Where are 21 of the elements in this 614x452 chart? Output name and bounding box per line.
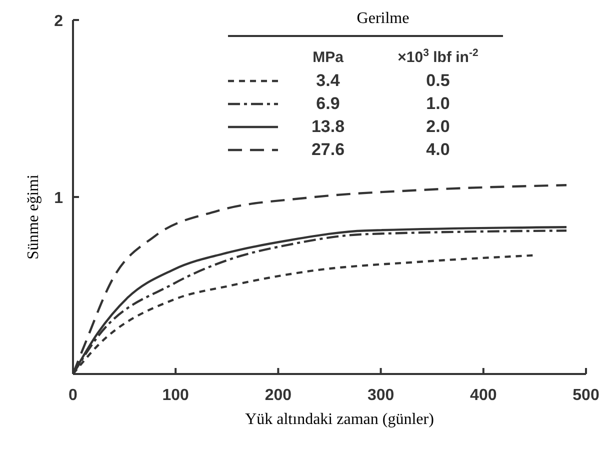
legend-label: 6.9 <box>316 94 340 113</box>
x-tick-label: 300 <box>367 387 394 404</box>
legend-label: 13.8 <box>311 117 345 136</box>
annotation: ×10$^{3}$ lbf in$^{-2}$ <box>398 47 478 66</box>
annotation: 4.0 <box>426 140 450 159</box>
y-axis-title: Sünme eğimi <box>25 174 42 260</box>
x-tick-label: 400 <box>470 387 497 404</box>
x-tick-label: 100 <box>162 387 190 404</box>
legend-label: 27.6 <box>311 140 345 159</box>
x-tick-label: 0 <box>68 387 78 404</box>
legend-title: Gerilme <box>356 10 410 27</box>
y-tick-label: 1 <box>54 190 64 207</box>
x-tick-label: 500 <box>572 387 600 404</box>
annotation: 0.5 <box>426 71 450 90</box>
annotation: MPa <box>312 49 344 66</box>
annotation: 1.0 <box>426 94 450 113</box>
y-tick-label: 2 <box>54 13 64 30</box>
x-axis-title: Yük altındaki zaman (günler) <box>245 411 434 428</box>
legend-label: 3.4 <box>316 71 340 90</box>
x-tick-label: 200 <box>264 387 292 404</box>
annotation: 2.0 <box>426 117 450 136</box>
